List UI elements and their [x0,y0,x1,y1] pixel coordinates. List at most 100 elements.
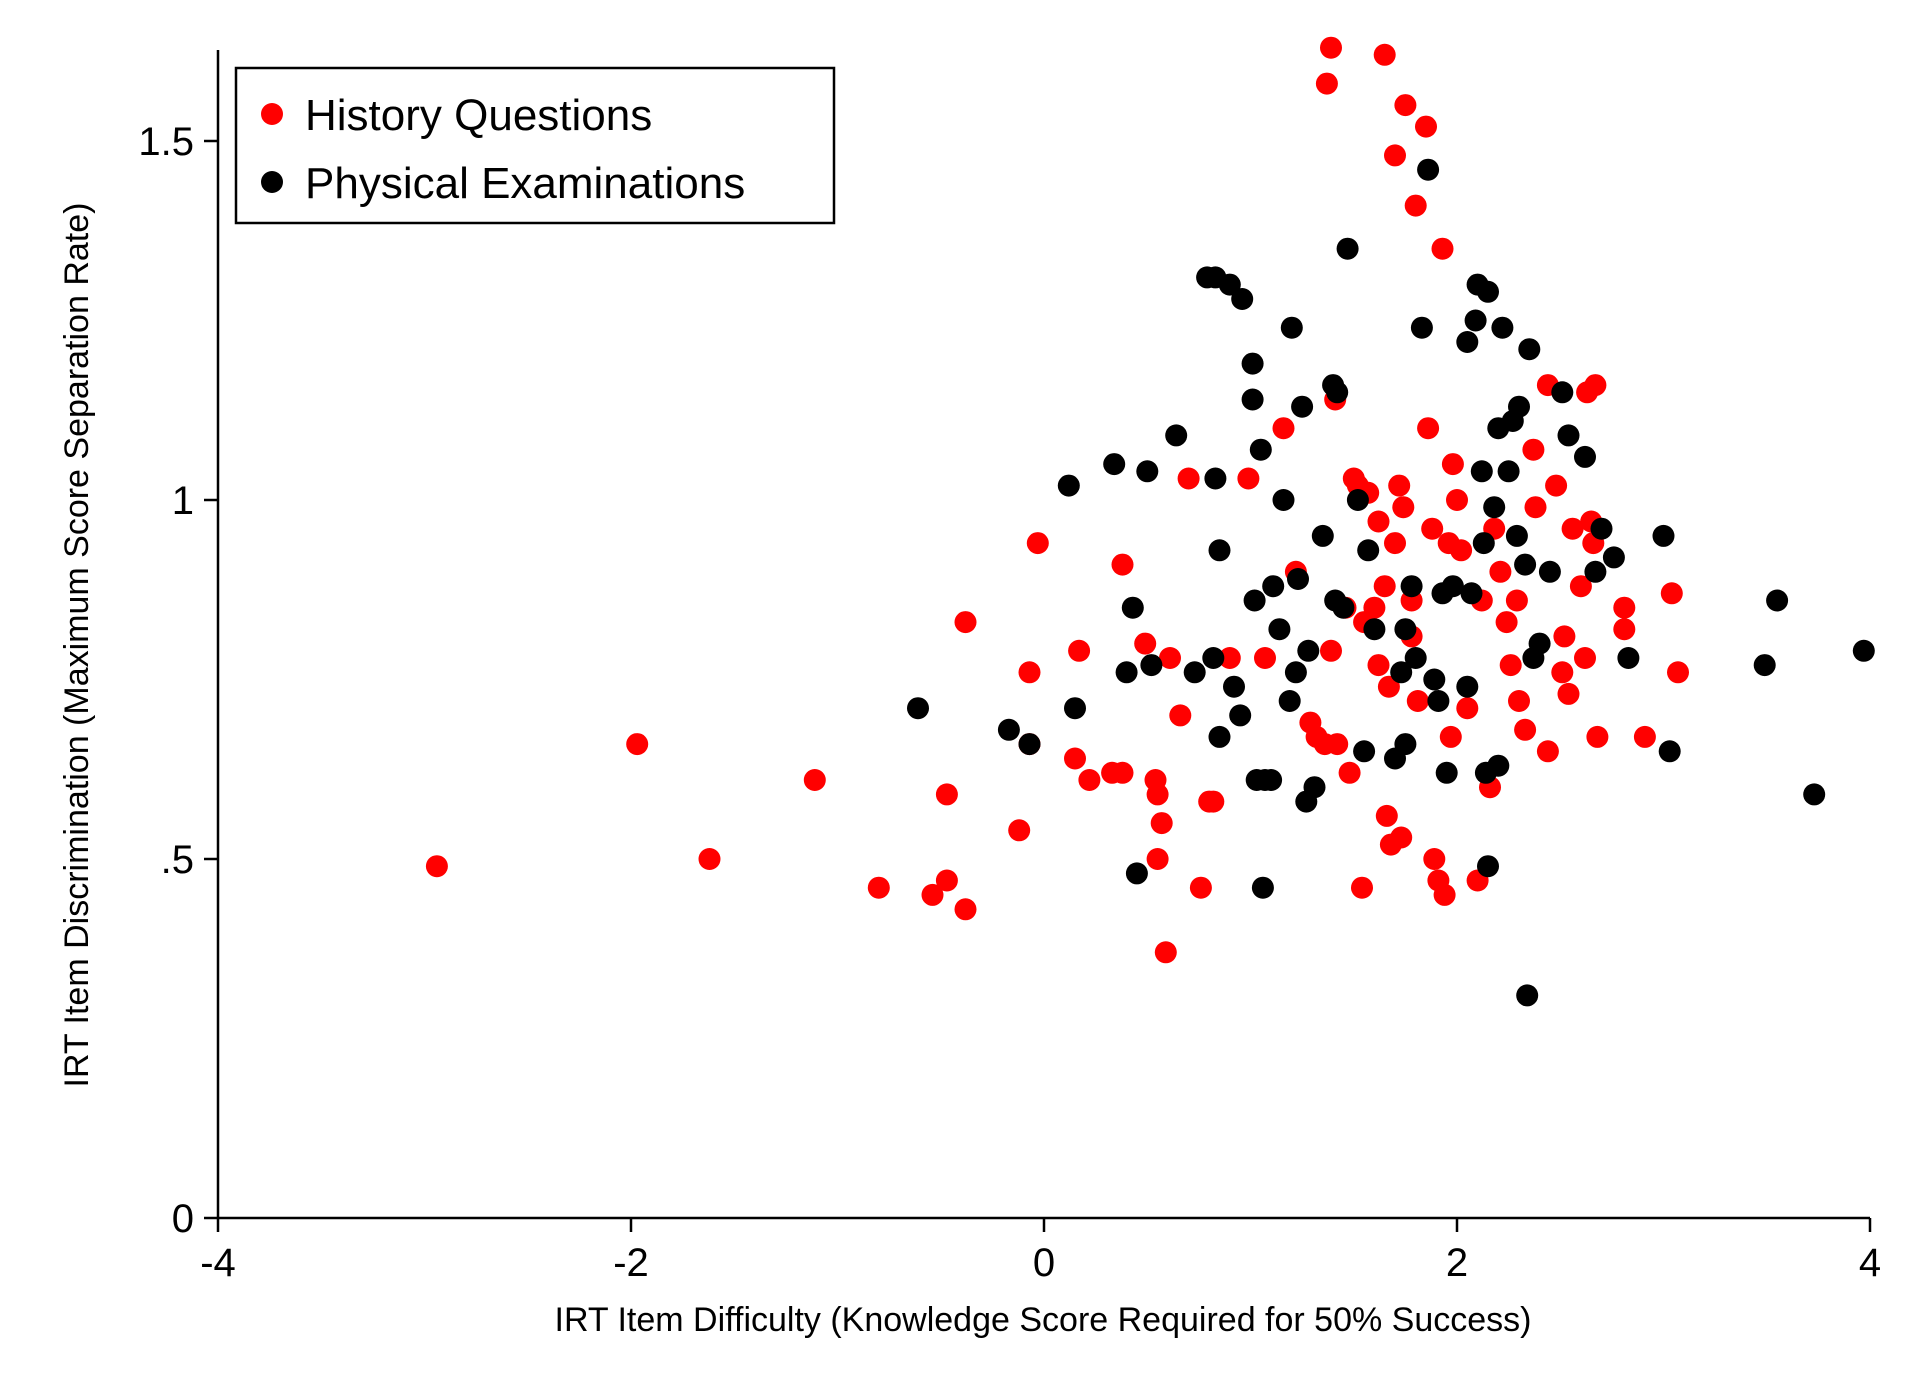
physical-examination-point [1346,489,1369,511]
legend: History Questions Physical Examinations [234,66,836,225]
history-question-point [1505,589,1528,612]
history-question-point [1202,790,1225,813]
history-question-point [1146,783,1169,806]
series-history-questions [425,36,1689,964]
history-question-point [1026,532,1049,555]
physical-examination-point [1204,467,1227,490]
history-question-point [1394,94,1417,117]
history-question-point [1508,690,1530,712]
physical-examination-point [1528,632,1551,655]
x-tick-label: 0 [1033,1241,1055,1285]
history-question-point [935,783,958,806]
legend-box [234,66,836,225]
physical-examination-point [1243,589,1266,612]
physical-examination-point [1460,582,1483,605]
history-question-point [1406,690,1429,712]
history-question-point [1154,941,1177,964]
history-question-point [1423,848,1446,870]
physical-examination-point [1400,575,1423,598]
history-question-point [1159,647,1181,669]
physical-examination-point [1658,740,1681,763]
history-question-point [1660,582,1683,605]
history-question-point [935,869,958,892]
physical-examination-point [1410,316,1433,339]
physical-examination-point [1121,596,1144,619]
physical-examination-point [1505,524,1528,547]
physical-examination-point [1262,575,1285,598]
legend-label-physical-examinations: Physical Examinations [305,159,745,208]
history-question-point [1111,553,1134,576]
x-tick-label: -4 [200,1241,236,1285]
history-question-point [626,733,649,756]
history-question-point [1218,647,1241,669]
series-physical-examinations [907,158,1875,1007]
history-question-point [698,848,721,870]
physical-examination-point [1336,237,1359,260]
physical-examination-point [1551,381,1574,404]
history-question-point [1384,532,1406,555]
history-question-point [1189,876,1212,899]
physical-examination-point [1287,568,1309,590]
physical-examination-point [1284,661,1307,684]
history-question-point [1574,647,1596,669]
history-question-point [1338,761,1361,784]
physical-examination-point [1404,647,1427,669]
history-question-point [1320,36,1342,59]
physical-examination-point [1590,517,1613,540]
physical-examination-point [1423,668,1446,691]
x-ticks: -4 -2 0 2 4 [200,1218,1881,1285]
physical-examination-point [1652,524,1675,547]
physical-examination-point [1241,352,1264,375]
legend-label-history-questions: History Questions [305,91,652,140]
legend-marker-physical-examinations [261,171,283,193]
physical-examination-point [1518,338,1541,361]
physical-examination-point [1218,273,1241,296]
physical-examination-point [1477,855,1499,878]
physical-examination-point [907,697,929,720]
history-question-point [954,898,977,921]
physical-examination-point [1464,309,1487,332]
y-tick-label: .5 [161,838,194,882]
history-question-point [1272,417,1295,440]
history-question-point [1522,438,1545,461]
history-question-point [1375,804,1398,827]
physical-examination-point [1125,862,1148,885]
physical-examination-point [1268,618,1291,641]
history-question-point [1545,474,1568,497]
physical-examination-point [1249,438,1272,461]
history-question-point [1557,682,1580,705]
physical-examination-point [1427,690,1450,712]
history-question-point [1177,467,1200,490]
physical-examination-point [1326,381,1349,404]
history-question-point [1315,72,1338,95]
history-question-point [1363,596,1386,619]
history-question-point [803,769,826,791]
history-question-point [1586,725,1609,748]
history-question-point [1134,632,1157,655]
history-question-point [1351,876,1373,899]
physical-examination-point [1064,697,1086,720]
history-question-point [1377,675,1400,698]
history-question-point [1392,496,1415,519]
physical-examination-point [997,718,1020,741]
history-question-point [1326,733,1349,756]
physical-examination-point [1241,388,1264,411]
history-question-point [1569,575,1592,598]
history-question-point [867,876,890,899]
history-question-point [1078,769,1101,791]
history-question-point [1553,625,1576,648]
physical-examination-point [1278,690,1301,712]
physical-examination-point [1260,769,1283,791]
physical-examination-point [1297,639,1320,662]
physical-examination-point [1508,395,1530,418]
history-question-point [1613,596,1636,619]
physical-examination-point [1516,984,1539,1007]
history-question-point [1367,510,1390,533]
history-question-point [1421,517,1444,540]
physical-examination-point [1311,524,1334,547]
physical-examination-point [1363,618,1386,641]
physical-examination-point [1332,596,1355,619]
history-question-point [1450,539,1473,562]
